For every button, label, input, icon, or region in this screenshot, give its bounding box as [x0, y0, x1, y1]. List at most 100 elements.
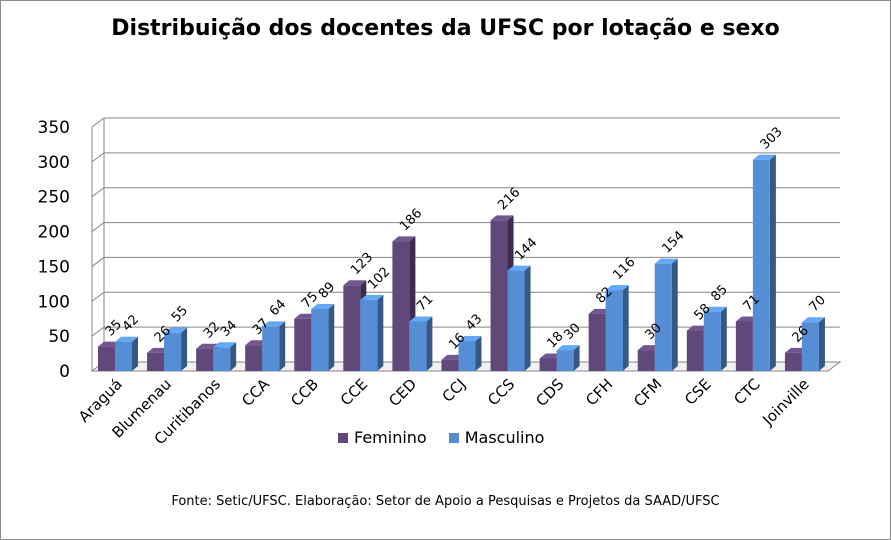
- data-label: 34: [218, 318, 240, 340]
- data-label: 102: [365, 265, 393, 293]
- bar-side: [720, 306, 727, 371]
- bar-masculino-ccj: [458, 341, 476, 371]
- bar-feminino-ctc: [735, 321, 753, 371]
- y-tick-label: 250: [38, 188, 70, 208]
- data-label: 116: [610, 255, 638, 283]
- bar-masculino-ccs: [507, 270, 525, 371]
- bar-top: [703, 306, 727, 312]
- bar-top: [115, 336, 138, 342]
- x-tick-label: CFH: [582, 375, 616, 409]
- y-tick-label: 150: [38, 257, 70, 277]
- data-label: 303: [758, 124, 786, 152]
- x-tick-label: CCA: [238, 375, 273, 410]
- bar-top: [556, 345, 580, 351]
- bar-top: [343, 280, 367, 286]
- legend-item-masculino: Masculino: [448, 428, 545, 447]
- bar-masculino-blumenau: [164, 332, 182, 371]
- x-tick-label: CCS: [484, 375, 518, 409]
- bar-top: [360, 294, 384, 300]
- data-label: 154: [659, 228, 687, 256]
- bar-masculino-cse: [703, 311, 721, 371]
- bar-side: [671, 258, 678, 371]
- bar-top: [392, 236, 416, 242]
- bar-side: [132, 336, 138, 371]
- bar-side: [475, 336, 482, 371]
- x-tick-label: Joinville: [758, 375, 812, 429]
- bar-top: [654, 258, 678, 264]
- gridline-side: [91, 326, 105, 337]
- legend-label-masculino: Masculino: [464, 428, 545, 447]
- y-tick-label: 0: [59, 362, 70, 382]
- bar-masculino-araguá: [115, 341, 132, 371]
- bar-masculino-ccb: [311, 308, 329, 371]
- bar-top: [262, 321, 286, 327]
- legend-swatch-feminino: [338, 432, 348, 443]
- legend-label-feminino: Feminino: [354, 428, 427, 447]
- bar-side: [279, 321, 286, 371]
- bar-side: [524, 265, 531, 371]
- bar-side: [622, 285, 629, 371]
- gridline-side: [91, 187, 105, 198]
- bar-feminino-joinville: [784, 352, 802, 371]
- bar-feminino-ccs: [490, 220, 508, 371]
- data-label: 71: [414, 292, 436, 314]
- bar-top: [507, 265, 531, 271]
- y-tick-label: 200: [38, 223, 70, 243]
- data-label: 70: [807, 293, 829, 315]
- data-label: 85: [709, 282, 731, 304]
- bar-side: [573, 345, 580, 371]
- bar-feminino-cse: [686, 330, 704, 371]
- data-label: 64: [267, 297, 289, 319]
- bar-top: [605, 285, 629, 291]
- bar-top: [458, 336, 482, 342]
- labels: 0501001502002503003503542Araguá2655Blume…: [38, 118, 829, 448]
- x-tick-label: CED: [385, 375, 420, 410]
- bar-side: [426, 316, 433, 371]
- bar-feminino-cds: [539, 358, 557, 371]
- chart-title: Distribuição dos docentes da UFSC por lo…: [111, 16, 780, 41]
- gridline-side: [91, 257, 105, 267]
- bar-feminino-cca: [245, 345, 263, 371]
- bar-feminino-ccj: [441, 359, 459, 371]
- source-note: Fonte: Setic/UFSC. Elaboração: Setor de …: [171, 494, 720, 509]
- bar-feminino-blumenau: [147, 352, 165, 371]
- y-tick-label: 300: [38, 153, 70, 173]
- bar-top: [311, 303, 335, 309]
- x-tick-label: CCB: [287, 375, 322, 410]
- gridline-side: [91, 152, 105, 163]
- bar-masculino-cce: [360, 299, 378, 371]
- data-label: 186: [397, 206, 425, 234]
- bar-feminino-ccb: [294, 318, 312, 371]
- legend-swatch-masculino: [448, 432, 459, 443]
- bar-feminino-cfh: [588, 313, 606, 371]
- bar-feminino-curitibanos: [196, 348, 214, 371]
- bar-feminino-ced: [392, 241, 410, 371]
- data-label: 216: [495, 185, 523, 213]
- bar-side: [818, 317, 825, 371]
- y-tick-label: 50: [48, 327, 70, 347]
- x-tick-label: CDS: [532, 375, 567, 410]
- bar-masculino-cds: [556, 350, 574, 371]
- bar-side: [328, 303, 335, 371]
- bar-masculino-ced: [409, 321, 427, 371]
- x-tick-label: CFM: [630, 375, 665, 410]
- gridline-side: [91, 117, 105, 128]
- bar-top: [490, 215, 514, 221]
- gridline-side: [91, 291, 105, 302]
- bar-masculino-cfh: [605, 290, 623, 371]
- bar-top: [213, 342, 237, 348]
- bar-side: [769, 154, 776, 371]
- bar-top: [164, 327, 188, 333]
- gridline-side: [91, 222, 105, 232]
- bar-masculino-curitibanos: [213, 347, 231, 371]
- x-tick-label: CCE: [337, 375, 371, 409]
- bar-masculino-cfm: [654, 263, 672, 371]
- bar-feminino-araguá: [98, 346, 115, 371]
- y-tick-label: 100: [38, 292, 70, 312]
- bar-top: [409, 316, 433, 322]
- bar-side: [181, 327, 188, 371]
- x-tick-label: CCJ: [439, 375, 470, 406]
- data-label: 55: [169, 303, 191, 325]
